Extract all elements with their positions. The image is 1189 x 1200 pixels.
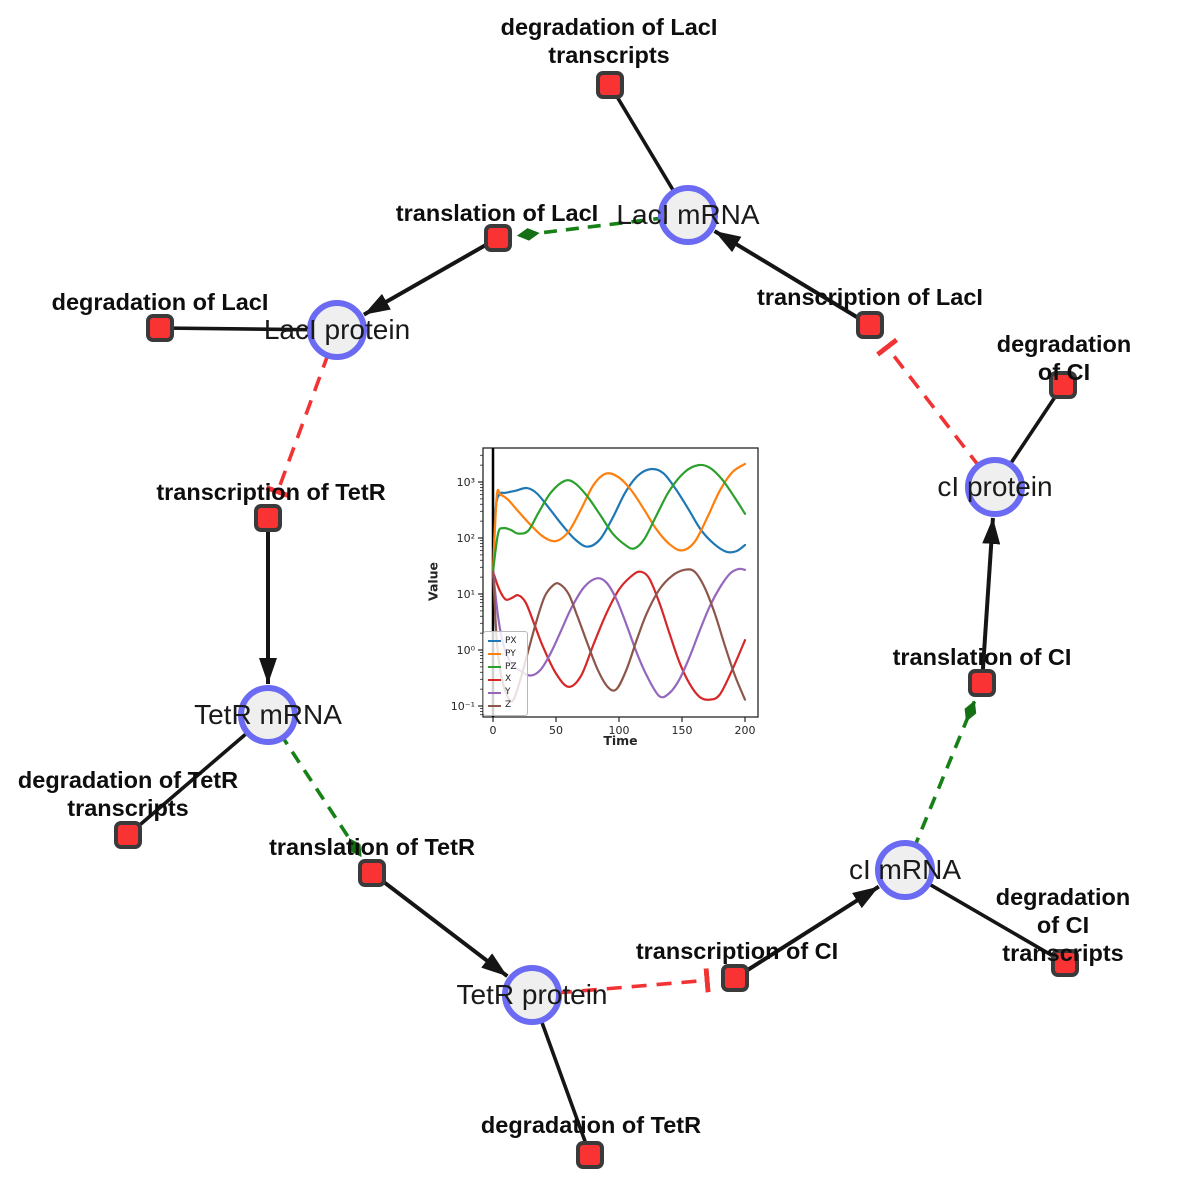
legend-label-PX: PX [505, 635, 517, 646]
chart-y-tick-label: 10³ [457, 476, 475, 489]
reaction-node-transcription-ci[interactable] [720, 963, 749, 992]
legend-swatch-Y [488, 691, 501, 694]
species-node-tetr-mrna[interactable] [238, 685, 298, 745]
chart-x-tick-label: 100 [609, 724, 630, 737]
reaction-node-deg-ci[interactable] [1048, 370, 1077, 399]
species-node-ci-protein[interactable] [965, 457, 1025, 517]
reaction-label-deg-ci-transcripts: degradation of CI transcripts [995, 884, 1131, 966]
arrow-edge-translation-ci-to-ci-protein [980, 517, 1001, 684]
legend-swatch-PY [488, 653, 501, 656]
species-label-tetr-mrna: TetR mRNA [194, 699, 342, 730]
chart-series-PY [491, 462, 747, 573]
reaction-label-deg-laci: degradation of LacI [51, 289, 269, 315]
legend-swatch-X [488, 678, 501, 681]
reaction-node-deg-tetr-transcripts[interactable] [113, 820, 142, 849]
chart-x-tick-label: 50 [549, 724, 563, 737]
arrow-edge-translation-tetr-to-tetr-protein [370, 871, 509, 978]
reaction-label-translation-ci: translation of CI [892, 644, 1072, 670]
species-label-laci-mrna: LacI mRNA [616, 199, 760, 230]
legend-item-PY: PY [488, 649, 523, 660]
arrow-edge-transcription-ci-to-ci-mrna [733, 884, 880, 980]
species-label-ci-mrna: cI mRNA [849, 854, 961, 885]
chart-x-tick-label: 150 [672, 724, 693, 737]
reaction-label-deg-tetr: degradation of TetR [480, 1112, 702, 1138]
chart-series-PZ [491, 463, 747, 573]
legend-item-PX: PX [488, 636, 523, 647]
reaction-node-translation-laci[interactable] [483, 223, 512, 252]
species-node-tetr-protein[interactable] [502, 965, 562, 1025]
reaction-label-transcription-laci: transcription of LacI [757, 284, 983, 310]
reaction-label-deg-ci: degradation of CI [996, 331, 1132, 385]
chart-x-axis-label: Time [603, 733, 638, 748]
species-node-laci-protein[interactable] [307, 300, 367, 360]
chart-y-axis-label: Value [425, 561, 441, 602]
legend-label-Z: Z [505, 700, 512, 711]
species-label-ci-protein: cI protein [937, 471, 1053, 502]
legend-label-Y: Y [505, 687, 511, 698]
reaction-label-deg-laci-transcripts: degradation of LacI transcripts [500, 14, 718, 68]
chart-frame [482, 447, 759, 718]
chart-plot-area: 10⁻¹ 10⁰ 10¹ 10² 10³ 0 50 100 150 200 [451, 447, 759, 737]
chart-y-tick-label: 10⁻¹ [451, 700, 475, 713]
reaction-node-deg-laci[interactable] [145, 313, 174, 342]
arrow-edge-transcription-laci-to-laci-mrna [713, 229, 872, 327]
chart-y-tick-label: 10⁰ [457, 644, 476, 657]
reaction-node-transcription-tetr[interactable] [253, 503, 282, 532]
legend-swatch-Z [488, 704, 501, 707]
legend-item-PZ: PZ [488, 662, 523, 673]
reaction-node-transcription-laci[interactable] [855, 310, 884, 339]
reaction-label-translation-tetr: translation of TetR [269, 834, 475, 860]
reaction-label-translation-laci: translation of LacI [395, 200, 599, 226]
chart-legend: PX PY PZ X Y Z [483, 631, 528, 716]
line-edge-ci-mrna-to-deg-ci-transcripts [904, 868, 1066, 965]
reaction-node-deg-tetr[interactable] [575, 1140, 604, 1169]
reaction-node-deg-ci-transcripts[interactable] [1050, 948, 1079, 977]
reaction-label-deg-tetr-transcripts: degradation of TetR transcripts [17, 767, 239, 821]
chart-x-tick-label: 200 [735, 724, 756, 737]
reaction-label-transcription-tetr: transcription of TetR [156, 479, 386, 505]
species-label-laci-protein: LacI protein [263, 314, 411, 345]
reaction-node-translation-ci[interactable] [967, 668, 996, 697]
chart-series-X [491, 570, 747, 701]
arrow-edge-translation-laci-to-laci-protein [362, 236, 499, 317]
chart-y-tick-label: 10¹ [457, 588, 475, 601]
species-node-ci-mrna[interactable] [875, 840, 935, 900]
legend-item-Z: Z [488, 700, 523, 711]
legend-label-PY: PY [505, 648, 516, 659]
reaction-node-deg-laci-transcripts[interactable] [595, 70, 624, 99]
species-label-tetr-protein: TetR protein [456, 979, 608, 1010]
legend-item-Y: Y [488, 687, 523, 698]
legend-swatch-PZ [488, 666, 501, 669]
chart-x-tick-label: 0 [490, 724, 497, 737]
legend-swatch-PX [488, 640, 501, 643]
legend-label-X: X [505, 674, 512, 685]
legend-item-X: X [488, 674, 523, 685]
chart-series-PX [491, 467, 747, 579]
chart-y-tick-label: 10² [457, 532, 475, 545]
inset-timeseries-chart: 10⁻¹ 10⁰ 10¹ 10² 10³ 0 50 100 150 200 Time Value … [420, 430, 785, 765]
reaction-label-transcription-ci: transcription of CI [635, 938, 839, 964]
species-node-laci-mrna[interactable] [658, 185, 718, 245]
legend-label-PZ: PZ [505, 661, 517, 672]
reaction-node-translation-tetr[interactable] [357, 858, 386, 887]
